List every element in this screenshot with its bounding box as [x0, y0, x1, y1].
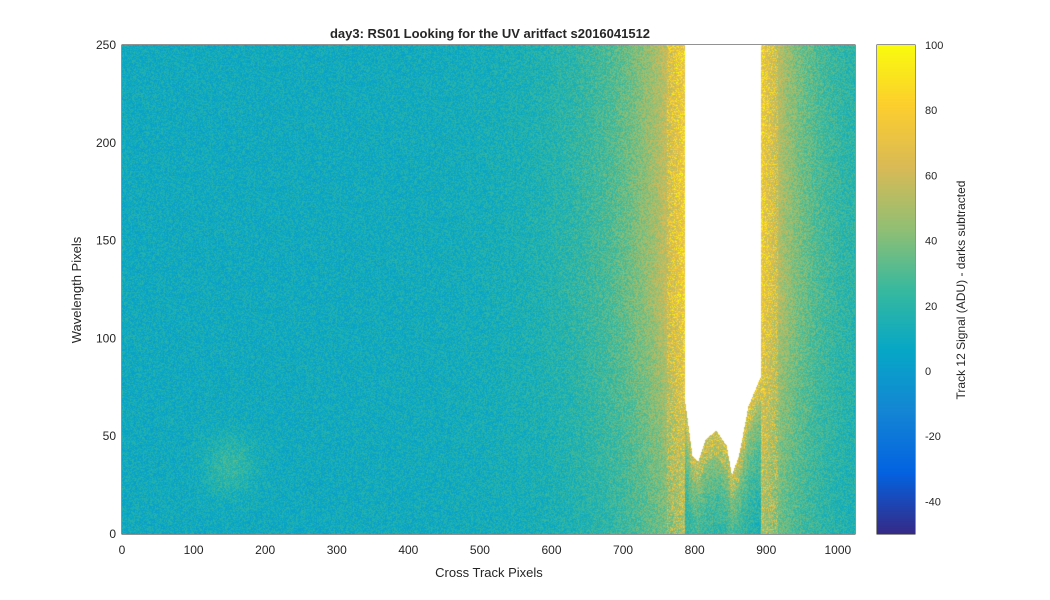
- x-axis-label: Cross Track Pixels: [435, 565, 543, 580]
- heatmap-image: [122, 45, 855, 534]
- y-axis: 0 50 100 150 200 250: [96, 38, 128, 541]
- chart-title: day3: RS01 Looking for the UV aritfact s…: [330, 26, 650, 41]
- y-tick-label: 200: [96, 136, 116, 150]
- x-tick-label: 600: [541, 543, 561, 557]
- x-tick-label: 200: [255, 543, 275, 557]
- y-tick-label: 50: [103, 429, 117, 443]
- colorbar-tick-label: 80: [925, 105, 937, 117]
- y-tick-label: 150: [96, 234, 116, 248]
- x-tick-label: 300: [327, 543, 347, 557]
- x-tick-label: 800: [685, 543, 705, 557]
- y-axis-label: Wavelength Pixels: [69, 236, 84, 343]
- colorbar-tick-label: 100: [925, 40, 943, 52]
- colorbar-tick-label: -40: [925, 496, 941, 508]
- colorbar-tick-label: 40: [925, 236, 937, 248]
- x-tick-label: 900: [756, 543, 776, 557]
- colorbar-tick-label: -20: [925, 431, 941, 443]
- colorbar-tick-label: 0: [925, 366, 931, 378]
- colorbar-label: Track 12 Signal (ADU) - darks subtracted: [954, 181, 968, 400]
- colorbar-tick-label: 20: [925, 301, 937, 313]
- x-tick-label: 700: [613, 543, 633, 557]
- y-tick-label: 0: [109, 527, 116, 541]
- colorbar: [877, 45, 915, 534]
- x-tick-label: 1000: [824, 543, 851, 557]
- x-tick-label: 400: [398, 543, 418, 557]
- y-tick-label: 100: [96, 331, 116, 345]
- y-tick-label: 250: [96, 38, 116, 52]
- x-tick-label: 0: [119, 543, 126, 557]
- x-tick-label: 500: [470, 543, 490, 557]
- x-tick-label: 100: [184, 543, 204, 557]
- colorbar-tick-label: 60: [925, 170, 937, 182]
